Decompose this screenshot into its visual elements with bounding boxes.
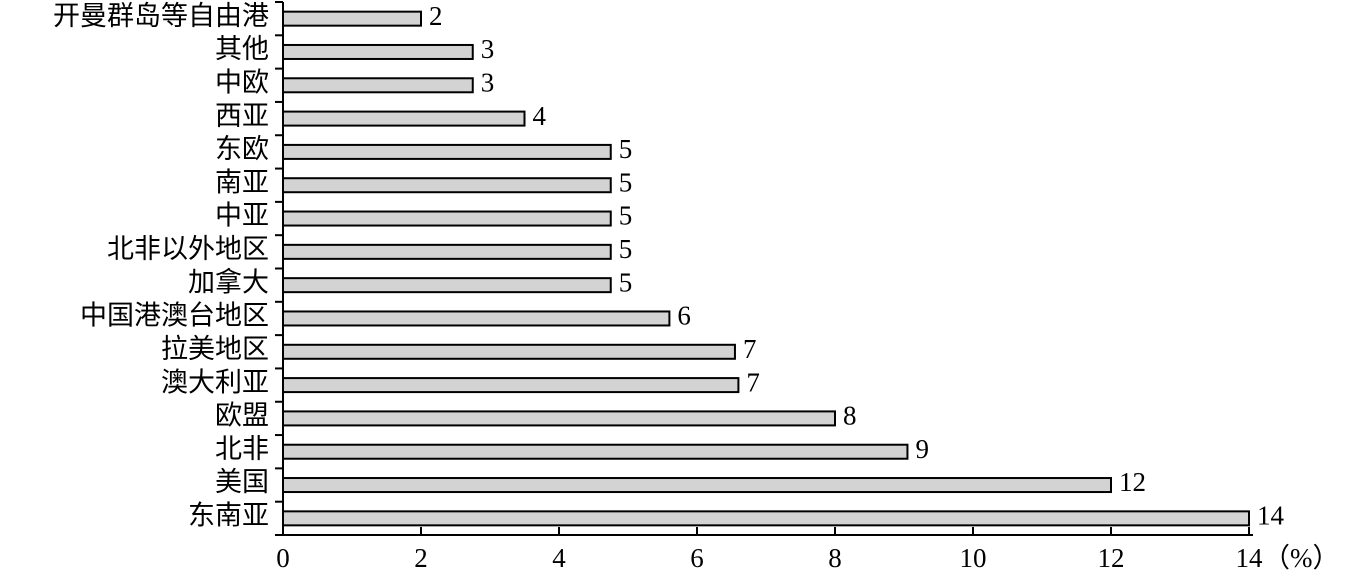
x-tick-label: 8: [828, 543, 842, 573]
value-label: 2: [429, 1, 443, 31]
bar: [282, 243, 612, 260]
x-axis-label: （%）: [1263, 543, 1340, 573]
bar: [282, 210, 612, 227]
bar: [282, 77, 474, 94]
value-label: 14: [1257, 501, 1285, 531]
value-label: 9: [915, 434, 929, 464]
y-tick-label: 西亚: [215, 101, 269, 131]
bar: [282, 177, 612, 194]
bar: [282, 143, 612, 160]
value-label: 7: [746, 367, 760, 397]
x-tick-label: 2: [414, 543, 428, 573]
y-tick-label: 开曼群岛等自由港: [53, 1, 269, 31]
value-label: 5: [619, 167, 633, 197]
y-tick-label: 东南亚: [188, 501, 269, 531]
value-label: 5: [619, 234, 633, 264]
x-tick-label: 6: [690, 543, 704, 573]
y-tick-label: 中国港澳台地区: [80, 301, 269, 331]
value-label: 5: [619, 134, 633, 164]
bar: [282, 410, 836, 427]
value-label: 4: [533, 101, 547, 131]
y-tick-label: 北非: [215, 434, 269, 464]
x-tick-label: 0: [276, 543, 290, 573]
bar: [282, 43, 474, 60]
y-tick-label: 欧盟: [215, 401, 269, 431]
value-label: 12: [1119, 467, 1146, 497]
y-tick-label: 南亚: [215, 167, 269, 197]
x-tick-label: 12: [1098, 543, 1125, 573]
y-tick-label: 中欧: [215, 67, 269, 97]
y-tick-label: 拉美地区: [161, 334, 269, 364]
value-label: 7: [743, 334, 757, 364]
y-tick-label: 美国: [215, 467, 269, 497]
bar: [282, 510, 1250, 527]
y-tick-label: 东欧: [215, 134, 269, 164]
bar: [282, 10, 422, 27]
value-label: 6: [677, 301, 691, 331]
bar: [282, 277, 612, 294]
bar: [282, 477, 1112, 494]
value-label: 3: [481, 34, 495, 64]
value-label: 3: [481, 67, 495, 97]
y-tick-label: 澳大利亚: [161, 367, 269, 397]
x-tick-label: 14: [1236, 543, 1264, 573]
value-label: 8: [843, 401, 857, 431]
bar: [282, 377, 740, 394]
x-tick-label: 10: [960, 543, 987, 573]
bar: [282, 310, 671, 327]
bar: [282, 343, 736, 360]
bar: [282, 110, 526, 127]
y-tick-label: 中亚: [215, 201, 269, 231]
y-tick-label: 其他: [215, 34, 269, 64]
x-tick-label: 4: [552, 543, 566, 573]
y-tick-label: 加拿大: [188, 267, 269, 297]
bar: [282, 443, 909, 460]
value-label: 5: [619, 267, 633, 297]
value-label: 5: [619, 201, 633, 231]
y-tick-label: 北非以外地区: [107, 234, 269, 264]
